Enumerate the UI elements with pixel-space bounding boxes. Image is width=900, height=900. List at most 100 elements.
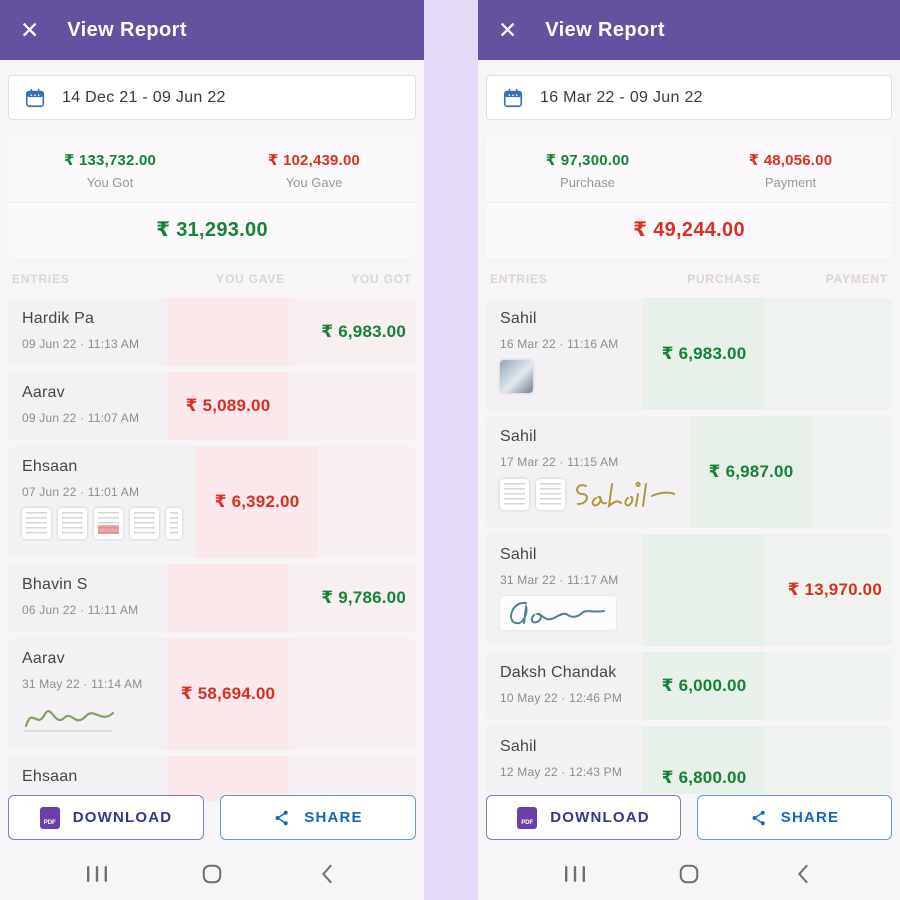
summary-card: ₹ 133,732.00 You Got ₹ 102,439.00 You Ga… — [8, 136, 416, 258]
entry-name: Sahil — [500, 310, 537, 327]
entry-datetime: 09 Jun 22 · 11:07 AM — [22, 411, 140, 425]
download-label: DOWNLOAD — [72, 809, 173, 826]
purchase-amount: ₹ 97,300.00 — [545, 152, 630, 169]
entry-name: Ehsaan — [22, 458, 78, 475]
entries-list: Sahil 16 Mar 22 · 11:16 AM ₹ 6,983.00 Sa… — [486, 298, 892, 801]
receipt-thumbnail[interactable] — [130, 508, 159, 539]
summary-card: ₹ 97,300.00 Purchase ₹ 48,056.00 Payment… — [486, 136, 892, 258]
recents-icon[interactable] — [74, 865, 120, 883]
entry-name: Daksh Chandak — [500, 664, 617, 681]
calendar-icon — [503, 88, 523, 107]
entry-amount: ₹ 6,392.00 — [214, 492, 300, 511]
close-icon[interactable]: ✕ — [498, 16, 518, 43]
entry-row[interactable]: Sahil 16 Mar 22 · 11:16 AM ₹ 6,983.00 — [486, 298, 892, 410]
net-balance-amount: ₹ 49,244.00 — [633, 219, 745, 241]
home-icon[interactable] — [189, 863, 235, 885]
entry-row[interactable]: Aarav 09 Jun 22 · 11:07 AM ₹ 5,089.00 — [8, 372, 416, 440]
entry-name: Sahil — [500, 428, 537, 445]
attachments — [500, 360, 629, 393]
entry-datetime: 06 Jun 22 · 11:11 AM — [22, 603, 139, 617]
entry-row[interactable]: Hardik Pa 09 Jun 22 · 11:13 AM ₹ 6,983.0… — [8, 298, 416, 366]
entry-name: Bhavin S — [22, 576, 88, 593]
receipt-thumbnail[interactable] — [22, 508, 51, 539]
table-column-headers: ENTRIES YOU GAVE YOU GOT — [0, 258, 424, 292]
attachments — [500, 478, 676, 510]
net-balance-amount: ₹ 31,293.00 — [156, 219, 268, 241]
pdf-file-icon: PDF — [517, 806, 538, 829]
receipt-thumbnail[interactable] — [536, 479, 565, 510]
pdf-file-icon: PDF — [39, 806, 60, 829]
receipt-thumbnail[interactable] — [94, 508, 123, 539]
app-bar: ✕ View Report — [478, 0, 900, 60]
download-button[interactable]: PDF DOWNLOAD — [8, 795, 204, 840]
date-range-picker[interactable]: 14 Dec 21 - 09 Jun 22 — [8, 75, 416, 120]
entry-row[interactable]: Ehsaan 07 Jun 22 · 11:01 AM ₹ 6,392.00 — [8, 446, 416, 558]
signature-image[interactable] — [572, 478, 676, 510]
you-gave-label: You Gave — [285, 175, 343, 190]
entry-amount: ₹ 6,000.00 — [661, 676, 747, 695]
date-range-picker[interactable]: 16 Mar 22 - 09 Jun 22 — [486, 75, 892, 120]
entry-row[interactable]: Sahil 12 May 22 · 12:43 PM ₹ 6,800.00 — [486, 726, 892, 794]
photo-thumbnail[interactable] — [500, 360, 533, 393]
purchase-label: Purchase — [560, 175, 615, 190]
close-icon[interactable]: ✕ — [20, 16, 40, 43]
entry-amount: ₹ 58,694.00 — [180, 684, 276, 703]
receipt-thumbnail[interactable] — [58, 508, 87, 539]
entry-row[interactable]: Sahil 17 Mar 22 · 11:15 AM ₹ 6,987.00 — [486, 416, 892, 528]
signature-image[interactable] — [22, 700, 118, 734]
col-header-entries: ENTRIES — [12, 272, 70, 286]
summary-you-got: ₹ 133,732.00 You Got — [8, 151, 212, 190]
download-label: DOWNLOAD — [550, 809, 650, 826]
entry-amount: ₹ 13,970.00 — [787, 580, 882, 599]
col-header-you-gave: YOU GAVE — [216, 272, 285, 286]
screen-gap — [424, 0, 478, 900]
col-header-payment: PAYMENT — [825, 272, 888, 286]
report-screen-right: ✕ View Report 16 Mar 22 - 09 Jun 22 ₹ 97… — [478, 0, 900, 900]
entry-row[interactable]: Ehsaan — [8, 756, 416, 801]
action-buttons: PDF DOWNLOAD SHARE — [8, 795, 416, 840]
col-header-you-got: YOU GOT — [351, 272, 412, 286]
entry-amount: ₹ 6,800.00 — [661, 768, 747, 787]
back-icon[interactable] — [780, 864, 826, 884]
share-icon — [275, 810, 288, 825]
entry-row[interactable]: Daksh Chandak 10 May 22 · 12:46 PM ₹ 6,0… — [486, 652, 892, 720]
entry-datetime: 10 May 22 · 12:46 PM — [500, 691, 623, 705]
entry-datetime: 17 Mar 22 · 11:15 AM — [500, 455, 619, 469]
page-title: View Report — [545, 18, 665, 41]
entry-row[interactable]: Aarav 31 May 22 · 11:14 AM ₹ 58,694.00 — [8, 638, 416, 750]
table-column-headers: ENTRIES PURCHASE PAYMENT — [478, 258, 900, 292]
home-icon[interactable] — [666, 863, 712, 885]
payment-label: Payment — [764, 175, 817, 190]
summary-purchase: ₹ 97,300.00 Purchase — [486, 151, 689, 190]
receipt-thumbnail[interactable] — [500, 479, 529, 510]
entry-name: Sahil — [500, 546, 537, 563]
back-icon[interactable] — [304, 864, 350, 884]
you-got-label: You Got — [86, 175, 134, 190]
entries-list: Hardik Pa 09 Jun 22 · 11:13 AM ₹ 6,983.0… — [8, 298, 416, 801]
entry-amount: ₹ 9,786.00 — [321, 588, 406, 607]
net-balance: ₹ 31,293.00 — [8, 203, 416, 258]
net-balance: ₹ 49,244.00 — [486, 203, 892, 258]
action-buttons: PDF DOWNLOAD SHARE — [486, 795, 892, 840]
download-button[interactable]: PDF DOWNLOAD — [486, 795, 681, 840]
android-navbar — [478, 848, 900, 900]
android-navbar — [0, 848, 424, 900]
page-title: View Report — [67, 18, 187, 41]
share-icon — [752, 810, 765, 825]
share-button[interactable]: SHARE — [220, 795, 416, 840]
recents-icon[interactable] — [552, 865, 598, 883]
receipt-thumbnail[interactable] — [166, 508, 182, 539]
entry-datetime: 12 May 22 · 12:43 PM — [500, 765, 623, 779]
entry-row[interactable]: Sahil 31 Mar 22 · 11:17 AM ₹ 13,970.00 — [486, 534, 892, 646]
entry-name: Ehsaan — [22, 768, 78, 785]
summary-payment: ₹ 48,056.00 Payment — [689, 151, 892, 190]
entry-row[interactable]: Bhavin S 06 Jun 22 · 11:11 AM ₹ 9,786.00 — [8, 564, 416, 632]
share-button[interactable]: SHARE — [697, 795, 892, 840]
entry-name: Sahil — [500, 738, 537, 755]
signature-image[interactable] — [504, 597, 612, 629]
entry-amount: ₹ 6,987.00 — [708, 462, 794, 481]
entry-datetime: 31 May 22 · 11:14 AM — [22, 677, 143, 691]
date-range-text: 14 Dec 21 - 09 Jun 22 — [62, 88, 226, 106]
entry-name: Aarav — [22, 650, 65, 667]
